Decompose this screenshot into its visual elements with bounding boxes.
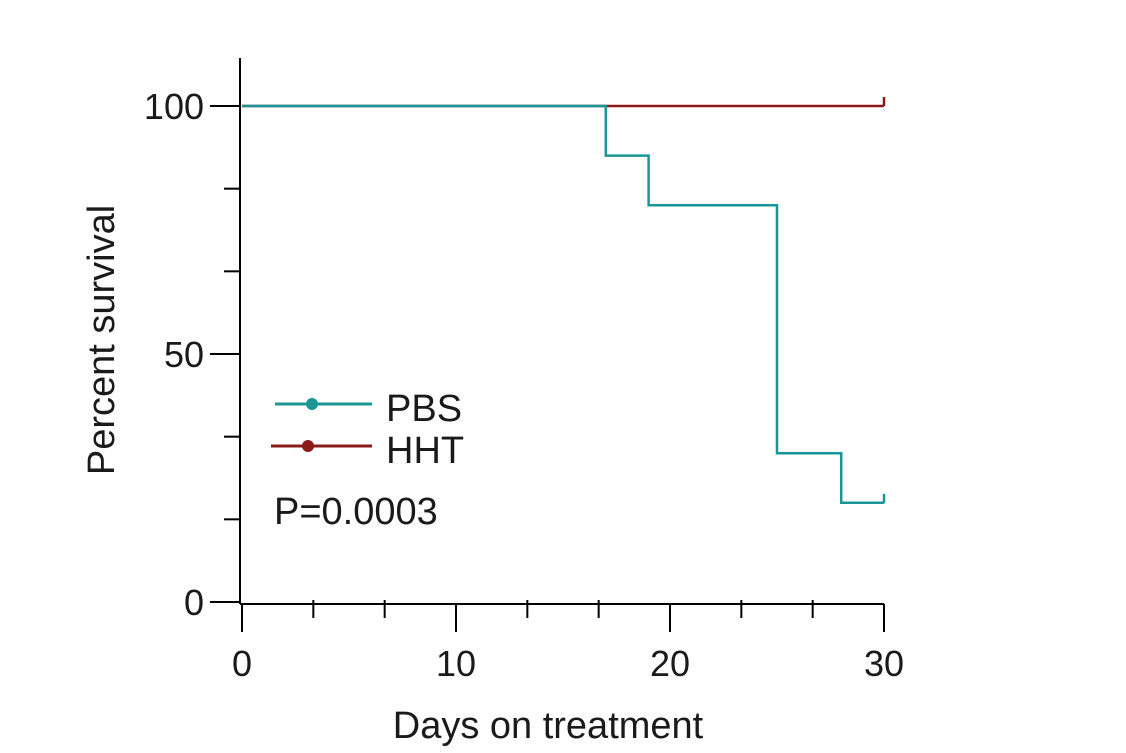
y-tick-label: 0 xyxy=(184,582,204,623)
axes: 0 50 100 0 10 20 30 xyxy=(144,58,904,684)
legend-marker-pbs xyxy=(306,398,318,410)
x-tick-label: 10 xyxy=(436,643,476,684)
legend-label-hht: HHT xyxy=(386,430,464,472)
x-tick-label: 0 xyxy=(232,643,252,684)
y-tick-label: 100 xyxy=(144,86,204,127)
x-tick-label: 20 xyxy=(650,643,690,684)
p-value-annotation: P=0.0003 xyxy=(274,491,438,533)
series-line-pbs xyxy=(242,104,884,505)
y-axis-title: Percent survival xyxy=(81,205,123,475)
x-tick-label: 30 xyxy=(864,643,904,684)
x-axis-title: Days on treatment xyxy=(393,705,704,747)
legend-marker-hht xyxy=(302,440,314,452)
series-layer xyxy=(242,97,886,505)
y-tick-label: 50 xyxy=(164,334,204,375)
legend-label-pbs: PBS xyxy=(386,388,462,430)
